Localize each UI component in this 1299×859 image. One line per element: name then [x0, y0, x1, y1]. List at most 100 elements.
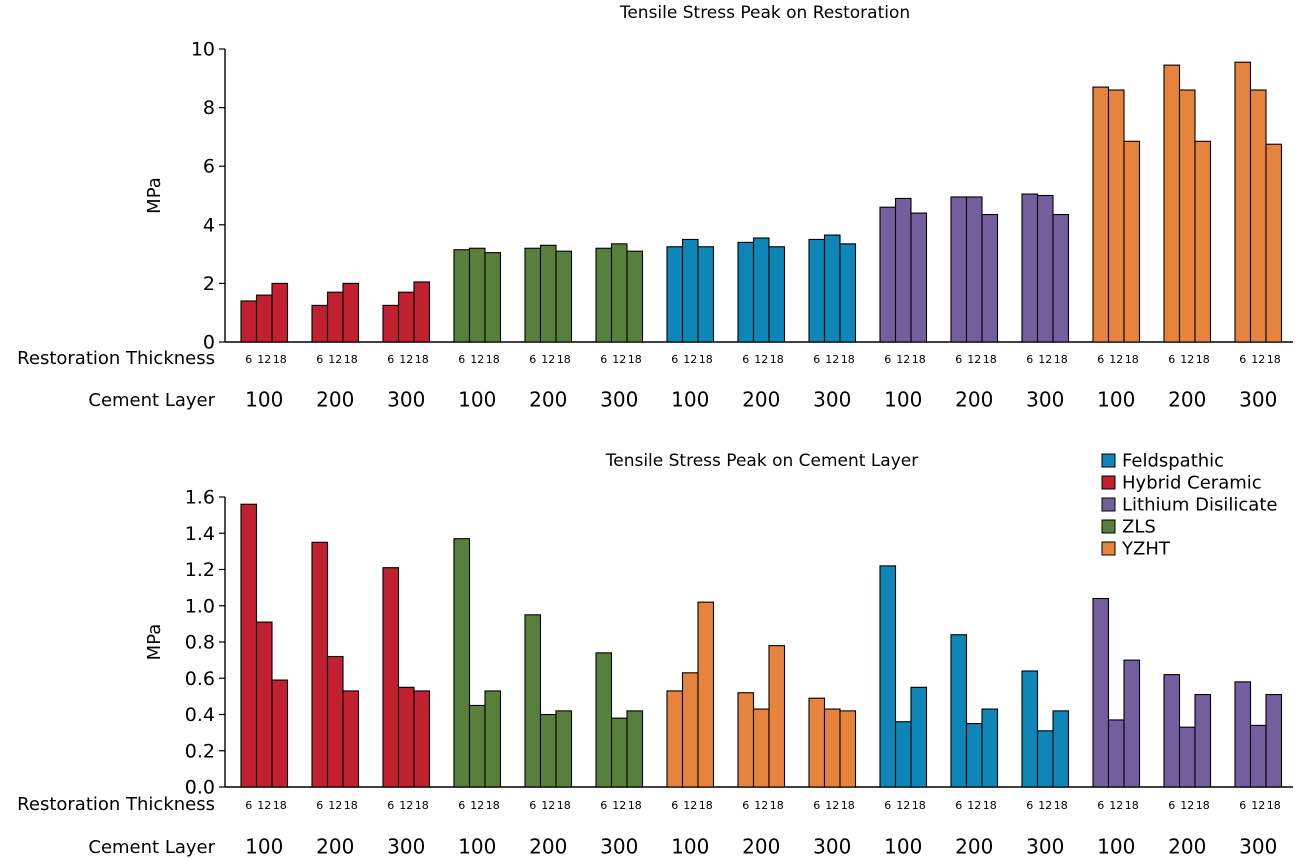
chart-title: Tensile Stress Peak on Restoration	[619, 3, 910, 23]
cement-tick-label: 300	[1026, 835, 1064, 859]
thickness-tick-label: 18	[983, 799, 997, 812]
bar-lithium-disilicate-300-6	[1234, 681, 1252, 788]
bar-zls-200-12	[539, 244, 557, 343]
thickness-tick-label: 12	[541, 353, 555, 366]
cement-tick-label: 100	[245, 388, 283, 412]
cement-tick-label: 300	[387, 388, 425, 412]
legend-label: Hybrid Ceramic	[1122, 473, 1262, 494]
thickness-tick-label: 12	[399, 799, 413, 812]
bar-yzht-100-12	[681, 672, 699, 788]
thickness-tick-label: 18	[628, 353, 642, 366]
bar-zls-200-6	[524, 614, 542, 788]
thickness-tick-label: 6	[1239, 799, 1246, 812]
cement-tick-label: 200	[742, 835, 780, 859]
chart-title: Tensile Stress Peak on Cement Layer	[605, 451, 918, 471]
cement-tick-label: 100	[458, 388, 496, 412]
cement-tick-label: 200	[529, 835, 567, 859]
thickness-tick-label: 12	[967, 799, 981, 812]
bar-feldspathic-200-18	[768, 246, 786, 343]
thickness-tick-label: 18	[1267, 799, 1281, 812]
thickness-tick-label: 12	[1038, 799, 1052, 812]
legend-swatch-zls	[1101, 519, 1116, 534]
bar-zls-100-18	[484, 252, 502, 343]
thickness-tick-label: 18	[415, 799, 429, 812]
thickness-tick-label: 6	[458, 353, 465, 366]
cement-tick-label: 100	[671, 388, 709, 412]
thickness-tick-label: 6	[1097, 799, 1104, 812]
thickness-tick-label: 18	[770, 353, 784, 366]
y-tick-label: 1.0	[185, 595, 215, 617]
thickness-tick-label: 6	[387, 799, 394, 812]
thickness-tick-label: 12	[1251, 353, 1265, 366]
thickness-tick-label: 12	[896, 353, 910, 366]
restoration-thickness-label: Restoration Thickness	[17, 794, 215, 815]
chart-cement-layer: Tensile Stress Peak on Cement Layer MPa 0.…	[17, 451, 1293, 859]
bar-zls-300-12	[610, 243, 628, 343]
thickness-tick-label: 6	[387, 353, 394, 366]
bar-yzht-100-6	[666, 690, 684, 788]
thickness-tick-label: 12	[754, 353, 768, 366]
bar-hybrid-ceramic-100-18	[271, 282, 289, 343]
bar-zls-100-12	[468, 704, 486, 788]
bar-yzht-200-18	[1194, 140, 1212, 343]
thickness-tick-label: 6	[813, 353, 820, 366]
bar-hybrid-ceramic-100-18	[271, 679, 289, 788]
thickness-tick-label: 6	[742, 353, 749, 366]
bar-lithium-disilicate-100-6	[879, 206, 897, 343]
bar-yzht-100-6	[1092, 86, 1110, 343]
bar-feldspathic-300-12	[1036, 730, 1054, 788]
thickness-tick-label: 6	[600, 353, 607, 366]
bar-feldspathic-300-12	[823, 234, 841, 343]
thickness-tick-label: 12	[825, 353, 839, 366]
thickness-tick-label: 6	[1097, 353, 1104, 366]
bar-hybrid-ceramic-300-12	[397, 686, 415, 788]
thickness-tick-label: 12	[257, 799, 271, 812]
thickness-tick-label: 12	[328, 353, 342, 366]
cement-layer-label: Cement Layer	[88, 390, 215, 411]
thickness-tick-label: 18	[557, 799, 571, 812]
thickness-tick-label: 12	[612, 799, 626, 812]
thickness-tick-label: 6	[884, 353, 891, 366]
cement-tick-label: 100	[1097, 835, 1135, 859]
cement-tick-label: 200	[1168, 388, 1206, 412]
thickness-tick-label: 12	[612, 353, 626, 366]
bar-feldspathic-200-6	[950, 634, 968, 788]
bar-lithium-disilicate-200-12	[1178, 726, 1196, 788]
cement-tick-label: 200	[955, 835, 993, 859]
bar-yzht-200-6	[1163, 64, 1181, 343]
cement-tick-label: 300	[1239, 388, 1277, 412]
thickness-tick-label: 12	[683, 353, 697, 366]
bar-feldspathic-100-18	[697, 246, 715, 343]
thickness-tick-label: 18	[486, 799, 500, 812]
bar-feldspathic-200-12	[965, 723, 983, 788]
thickness-tick-label: 6	[955, 799, 962, 812]
bar-hybrid-ceramic-300-18	[413, 281, 431, 343]
legend-swatch-yzht	[1101, 541, 1116, 556]
bar-lithium-disilicate-200-18	[1194, 694, 1212, 788]
cement-tick-label: 200	[316, 388, 354, 412]
y-axis-label: MPa	[144, 177, 165, 214]
cement-tick-label: 300	[600, 835, 638, 859]
cement-tick-label: 300	[1026, 388, 1064, 412]
thickness-tick-label: 6	[884, 799, 891, 812]
cement-tick-label: 300	[1239, 835, 1277, 859]
thickness-tick-label: 6	[529, 799, 536, 812]
bar-hybrid-ceramic-100-6	[240, 503, 258, 788]
thickness-tick-label: 12	[1038, 353, 1052, 366]
thickness-tick-label: 12	[967, 353, 981, 366]
bar-lithium-disilicate-200-18	[981, 213, 999, 343]
thickness-tick-label: 6	[671, 353, 678, 366]
y-tick-label: 1.6	[185, 487, 215, 509]
thickness-tick-label: 12	[1109, 799, 1123, 812]
thickness-tick-label: 18	[1125, 353, 1139, 366]
bar-lithium-disilicate-300-6	[1021, 193, 1039, 343]
y-tick-label: 1.2	[185, 559, 215, 581]
bar-zls-100-12	[468, 247, 486, 343]
bar-feldspathic-200-6	[737, 241, 755, 343]
thickness-tick-label: 12	[470, 353, 484, 366]
bar-feldspathic-300-6	[1021, 670, 1039, 788]
bar-yzht-200-12	[752, 708, 770, 788]
bar-hybrid-ceramic-100-12	[255, 621, 273, 788]
bar-hybrid-ceramic-200-12	[326, 655, 344, 788]
